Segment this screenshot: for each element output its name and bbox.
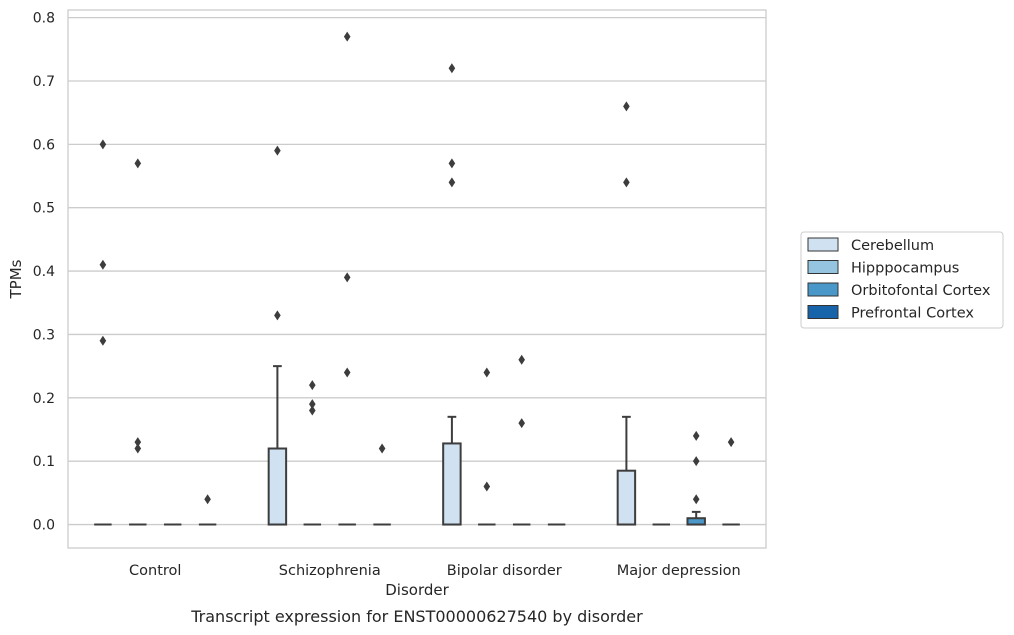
box-1-0 — [267, 145, 288, 526]
y-tick-label: 0.6 — [33, 137, 55, 153]
outlier-point — [378, 443, 386, 454]
legend-label: Prefrontal Cortex — [851, 306, 974, 322]
box-0-1 — [129, 158, 147, 526]
x-tick-label: Major depression — [617, 563, 741, 579]
outlier-point — [309, 405, 316, 416]
legend-swatch — [807, 237, 839, 252]
x-axis-label: Disorder — [385, 581, 449, 599]
outlier-point — [99, 335, 107, 346]
legend-label: Cerebellum — [851, 238, 934, 254]
outlier-point — [448, 158, 456, 169]
y-tick-label: 0.0 — [33, 518, 55, 534]
outlier-point — [623, 101, 630, 112]
x-tick-label: Control — [129, 563, 181, 579]
box-3-3 — [722, 437, 740, 526]
box-2-2 — [512, 354, 531, 526]
outlier-point — [134, 158, 142, 169]
outlier-point — [309, 399, 316, 410]
outlier-point — [274, 310, 281, 321]
box-2-0 — [442, 63, 462, 526]
box-1-3 — [373, 443, 391, 526]
box-0-3 — [198, 494, 217, 526]
box-body — [267, 447, 288, 526]
y-tick-label: 0.3 — [33, 327, 55, 343]
y-axis-label: TPMs — [7, 259, 25, 299]
box-body — [442, 442, 462, 526]
box-3-0 — [616, 101, 637, 526]
outlier-point — [204, 494, 211, 505]
legend-swatch — [807, 282, 839, 297]
x-tick-labels: Control Schizophrenia Bipolar disorder Majo… — [129, 563, 741, 579]
grid-lines — [68, 16, 766, 526]
outlier-point — [692, 494, 700, 505]
outlier-point — [692, 456, 700, 467]
box-1-2 — [338, 31, 356, 526]
y-tick-label: 0.8 — [33, 11, 55, 27]
outlier-point — [727, 437, 735, 448]
box-3-2 — [686, 430, 706, 526]
outlier-point — [343, 31, 351, 42]
legend-swatch — [807, 260, 839, 274]
outlier-point — [518, 354, 525, 365]
y-tick-labels: 0.0 0.1 0.2 0.3 0.4 0.5 0.6 0.7 0.8 — [33, 11, 55, 534]
box-body — [616, 469, 637, 526]
outlier-point — [134, 437, 142, 448]
outlier-point — [692, 430, 700, 441]
y-tick-label: 0.5 — [33, 201, 55, 217]
legend: Cerebellum Hipppocampus Orbitofontal Corte… — [800, 231, 1004, 329]
box-2-1 — [478, 367, 496, 526]
legend-swatch — [807, 305, 839, 319]
plot-marks — [94, 31, 740, 526]
outlier-point — [623, 177, 630, 188]
outlier-point — [99, 259, 107, 270]
outlier-point — [483, 367, 491, 378]
outlier-point — [483, 481, 491, 492]
legend-label: Hipppocampus — [851, 261, 959, 277]
outlier-point — [99, 139, 107, 150]
x-tick-label: Bipolar disorder — [447, 563, 562, 579]
x-tick-label: Schizophrenia — [279, 563, 381, 579]
outlier-point — [448, 63, 456, 74]
box-0-0 — [94, 139, 112, 526]
outlier-point — [518, 418, 525, 429]
outlier-point — [134, 443, 142, 454]
y-tick-label: 0.2 — [33, 391, 55, 407]
outlier-point — [309, 380, 316, 391]
legend-label: Orbitofontal Cortex — [851, 283, 991, 299]
legend-frame — [800, 231, 1004, 329]
y-tick-label: 0.4 — [33, 264, 55, 280]
y-tick-label: 0.7 — [33, 74, 55, 90]
y-tick-label: 0.1 — [33, 454, 55, 470]
plot-frame — [67, 9, 767, 549]
outlier-point — [343, 367, 351, 378]
box-1-1 — [303, 380, 322, 526]
outlier-point — [448, 177, 456, 188]
chart-title: Transcript expression for ENST0000062754… — [190, 607, 643, 626]
outlier-point — [343, 272, 351, 283]
outlier-point — [274, 145, 281, 156]
